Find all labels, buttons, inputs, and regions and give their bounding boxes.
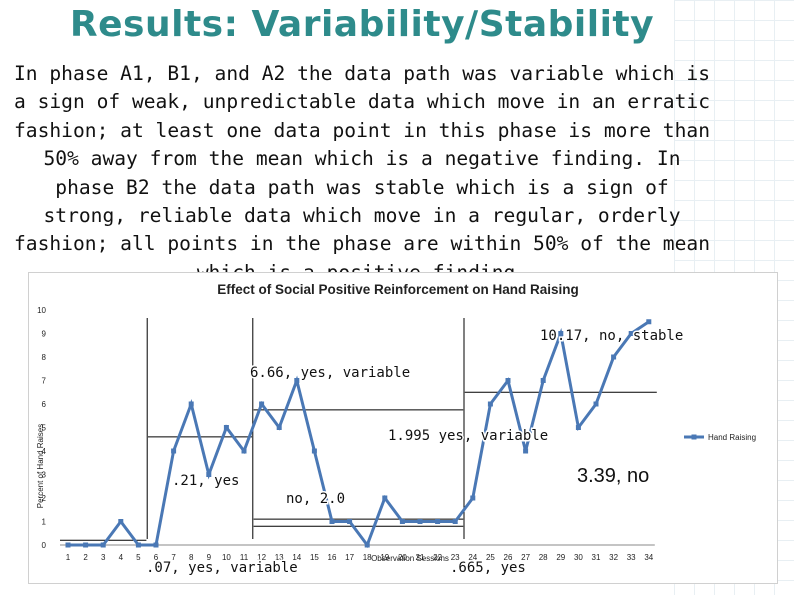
data-point — [628, 331, 634, 336]
x-tick-label: 29 — [556, 553, 565, 562]
data-point — [135, 542, 141, 548]
slide-title: Results: Variability/Stability — [69, 4, 655, 45]
x-tick-label: 1 — [66, 553, 71, 562]
data-point — [505, 378, 511, 383]
data-point — [294, 378, 300, 383]
x-tick-label: 12 — [257, 553, 266, 562]
x-tick-label: 17 — [345, 553, 354, 562]
data-point — [206, 472, 212, 477]
x-tick-label: 20 — [398, 553, 407, 562]
data-point — [435, 519, 441, 524]
y-tick-label: 0 — [42, 541, 47, 550]
legend-label: Hand Raising — [708, 433, 756, 442]
data-point — [65, 542, 71, 548]
y-tick-label: 2 — [42, 494, 47, 503]
legend-marker — [691, 434, 697, 440]
x-tick-label: 27 — [521, 553, 530, 562]
data-point — [646, 319, 652, 325]
x-tick-label: 15 — [310, 553, 319, 562]
y-tick-label: 7 — [42, 377, 47, 386]
y-axis-label: Percent of Hand Raises — [36, 424, 45, 509]
data-point — [364, 542, 370, 548]
y-tick-label: 1 — [42, 518, 47, 527]
data-point — [223, 425, 229, 430]
x-tick-label: 8 — [189, 553, 194, 562]
x-tick-label: 25 — [486, 553, 495, 562]
x-tick-label: 16 — [328, 553, 337, 562]
y-tick-label: 5 — [42, 424, 47, 433]
x-tick-label: 26 — [504, 553, 513, 562]
data-point — [487, 401, 493, 407]
x-tick-label: 23 — [451, 553, 460, 562]
data-point — [188, 401, 194, 407]
x-tick-label: 33 — [627, 553, 636, 562]
chart-annotation: 10.17, no, stable — [540, 328, 683, 344]
data-point — [523, 448, 529, 454]
y-tick-label: 4 — [42, 447, 47, 456]
data-point — [399, 519, 405, 524]
data-point — [575, 425, 581, 430]
data-point — [540, 378, 546, 383]
chart-frame — [28, 272, 778, 584]
x-tick-label: 18 — [363, 553, 372, 562]
data-point — [241, 448, 247, 454]
x-tick-label: 34 — [644, 553, 653, 562]
x-tick-label: 31 — [592, 553, 601, 562]
x-tick-label: 7 — [171, 553, 176, 562]
x-tick-label: 30 — [574, 553, 583, 562]
x-tick-label: 9 — [207, 553, 212, 562]
series-line-hand-raising — [68, 320, 650, 549]
data-point — [382, 495, 388, 501]
x-tick-label: 24 — [468, 553, 477, 562]
x-tick-label: 5 — [136, 553, 141, 562]
x-tick-label: 3 — [101, 553, 106, 562]
chart-annotation: 3.39, no — [577, 465, 649, 487]
y-tick-label: 9 — [42, 330, 47, 339]
x-tick-label: 2 — [83, 553, 88, 562]
data-point — [100, 542, 106, 548]
data-point — [593, 401, 599, 407]
y-tick-label: 10 — [37, 306, 46, 315]
data-point — [329, 519, 335, 524]
data-point — [83, 542, 89, 548]
data-point — [452, 519, 458, 524]
data-point — [611, 354, 617, 360]
x-tick-label: 10 — [222, 553, 231, 562]
y-tick-label: 8 — [42, 353, 47, 362]
data-point — [118, 519, 124, 524]
data-point — [311, 448, 317, 454]
x-axis-label: Observation Sessions — [371, 554, 449, 563]
y-tick-label: 3 — [42, 471, 47, 480]
x-tick-label: 32 — [609, 553, 618, 562]
data-point — [417, 519, 423, 524]
data-point — [259, 401, 265, 407]
chart-annotation: .07, yes, variable — [146, 560, 298, 576]
chart-annotation: .665, yes — [450, 560, 526, 576]
chart-annotation: no, 2.0 — [286, 491, 345, 507]
x-tick-label: 6 — [154, 553, 159, 562]
x-tick-label: 14 — [292, 553, 301, 562]
data-point — [347, 519, 353, 524]
data-point — [558, 331, 564, 336]
y-tick-label: 6 — [42, 400, 47, 409]
chart-annotation: 6.66, yes, variable — [250, 365, 410, 381]
x-tick-label: 4 — [119, 553, 124, 562]
chart-title: Effect of Social Positive Reinforcement … — [217, 282, 579, 297]
x-tick-label: 11 — [240, 553, 249, 562]
data-point — [171, 448, 177, 454]
x-tick-label: 22 — [433, 553, 442, 562]
x-tick-label: 28 — [539, 553, 548, 562]
data-point — [470, 495, 476, 501]
data-point — [153, 542, 159, 548]
data-point — [276, 425, 282, 430]
x-tick-label: 13 — [275, 553, 284, 562]
chart-annotation: .21, yes — [172, 473, 239, 489]
x-tick-label: 21 — [416, 553, 425, 562]
chart-annotation: 1.995 yes, variable — [388, 428, 548, 444]
x-tick-label: 19 — [380, 553, 389, 562]
slide-body-text: In phase A1, B1, and A2 the data path wa… — [14, 62, 710, 284]
